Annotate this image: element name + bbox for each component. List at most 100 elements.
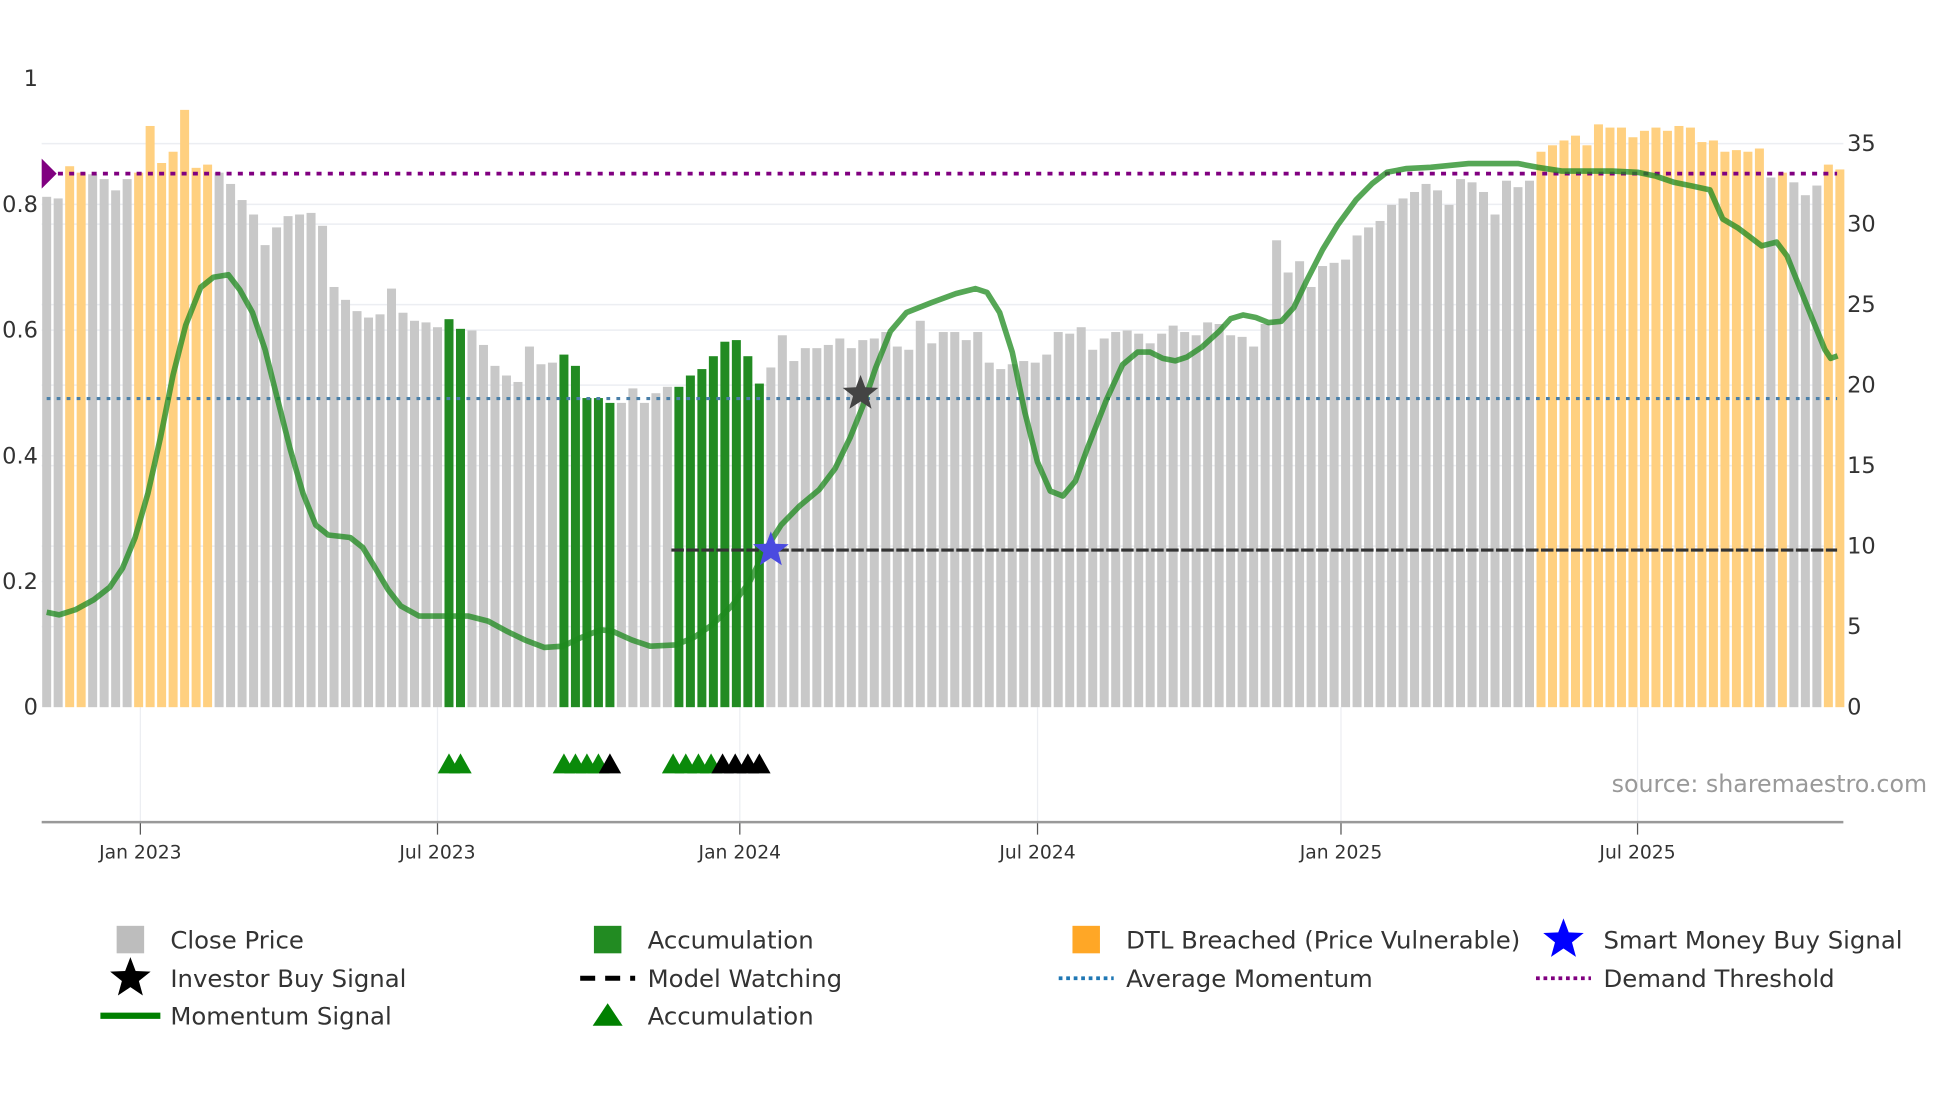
dtl-breached-bar <box>1720 151 1730 708</box>
left-tick-label: 0.2 <box>2 569 38 595</box>
close-price-bar <box>1375 220 1385 708</box>
close-price-bar <box>1260 324 1270 708</box>
close-price-bar <box>1456 179 1466 708</box>
legend-label: Close Price <box>170 925 304 954</box>
close-price-bar <box>1226 335 1236 708</box>
dtl-breached-bar <box>134 172 144 708</box>
dtl-breached-bar <box>1754 148 1764 708</box>
right-tick-label: 25 <box>1847 292 1876 318</box>
legend-item[interactable]: Close Price <box>116 925 304 954</box>
close-price-bar <box>260 245 270 708</box>
close-price-bar <box>1295 261 1305 708</box>
close-price-bar <box>1214 324 1224 708</box>
close-price-bar <box>1019 361 1029 708</box>
legend: Close Price Accumulation DTL Breached (Pri… <box>100 918 1903 1031</box>
dtl-breached-bar <box>1674 125 1684 708</box>
close-price-bar <box>846 348 856 708</box>
legend-label: Model Watching <box>648 964 842 993</box>
close-price-bar <box>915 320 925 708</box>
close-price-bar <box>99 179 109 708</box>
close-price-bar <box>1180 332 1190 708</box>
close-price-bar <box>1490 214 1500 708</box>
close-price-bar <box>478 344 488 708</box>
close-price-bar <box>513 381 523 708</box>
close-price-bar <box>1030 362 1040 708</box>
legend-item[interactable]: Demand Threshold <box>1535 964 1835 993</box>
legend-item[interactable]: DTL Breached (Price Vulnerable) <box>1072 925 1520 954</box>
dtl-breached-bar <box>1743 151 1753 708</box>
dtl-breached-bar <box>1536 151 1546 708</box>
close-price-bar <box>1766 177 1776 708</box>
legend-swatch-icon <box>116 925 145 954</box>
close-price-bar <box>1525 180 1534 708</box>
dtl-breached-bar <box>1651 127 1661 708</box>
close-price-bar <box>547 362 557 708</box>
legend-item[interactable]: Accumulation <box>593 925 814 954</box>
close-price-bar <box>1065 333 1075 708</box>
close-price-bar <box>410 320 420 708</box>
close-price-bar <box>869 338 879 708</box>
legend-item[interactable]: Accumulation <box>592 1002 814 1031</box>
left-tick-label: 0.4 <box>2 443 38 469</box>
close-price-bar <box>1007 364 1017 708</box>
accumulation-bar <box>582 398 592 708</box>
legend-item[interactable]: Smart Money Buy Signal <box>1543 918 1903 957</box>
right-tick-label: 15 <box>1847 453 1876 479</box>
close-price-bar <box>938 332 948 708</box>
close-price-bar <box>1272 240 1282 708</box>
dtl-breached-bar <box>1685 127 1695 708</box>
dtl-breached-bar <box>1662 130 1672 708</box>
accumulation-bar <box>708 356 718 708</box>
close-price-bar <box>42 196 52 708</box>
close-price-bar <box>1789 182 1799 708</box>
close-price-bar <box>616 402 626 708</box>
close-price-bar <box>1364 227 1374 708</box>
legend-label: DTL Breached (Price Vulnerable) <box>1126 925 1520 954</box>
close-price-bar <box>352 311 362 708</box>
legend-item[interactable]: Investor Buy Signal <box>110 957 406 996</box>
dtl-breached-bar <box>1777 172 1787 708</box>
close-price-bar <box>823 344 833 708</box>
legend-label: Accumulation <box>648 925 814 954</box>
close-price-bar <box>375 314 385 708</box>
close-price-bar <box>858 340 868 708</box>
close-price-bar <box>789 361 799 708</box>
close-price-bar <box>1421 183 1431 708</box>
close-price-bar <box>214 172 224 708</box>
accumulation-bar <box>444 319 454 708</box>
legend-swatch-icon <box>593 925 622 954</box>
dtl-breached-bar <box>1570 135 1580 708</box>
dtl-breached-bar <box>76 172 86 708</box>
close-price-bar <box>1249 346 1259 708</box>
close-price-bar <box>398 312 408 708</box>
legend-item[interactable]: Average Momentum <box>1058 964 1373 993</box>
legend-swatch-icon <box>1072 925 1100 954</box>
reference-lines <box>46 160 1839 651</box>
legend-label: Average Momentum <box>1126 964 1373 993</box>
legend-item[interactable]: Model Watching <box>580 964 842 993</box>
x-tick-label: Jan 2025 <box>1299 842 1383 863</box>
close-price-bar <box>639 402 649 708</box>
legend-label: Accumulation <box>648 1002 814 1031</box>
x-tick-label: Jul 2025 <box>1598 842 1675 863</box>
close-price-bar <box>1352 235 1362 708</box>
legend-label: Smart Money Buy Signal <box>1603 925 1902 954</box>
legend-item[interactable]: Momentum Signal <box>100 1002 392 1031</box>
close-price-bar <box>1053 332 1063 708</box>
right-tick-label: 5 <box>1847 614 1861 640</box>
close-price-bar <box>800 348 810 708</box>
close-price-bar <box>1145 343 1155 708</box>
close-price-bar <box>249 214 259 708</box>
close-price-bar <box>1318 266 1328 708</box>
close-price-bar <box>432 327 442 708</box>
legend-label: Momentum Signal <box>170 1002 391 1031</box>
accumulation-bar <box>685 375 695 708</box>
right-tick-label: 10 <box>1847 534 1876 560</box>
dtl-breached-bar <box>1823 164 1833 708</box>
close-price-bar <box>1111 332 1121 708</box>
right-tick-label: 30 <box>1847 212 1876 238</box>
close-price-bar <box>1306 286 1316 708</box>
x-tick-label: Jul 2024 <box>998 842 1075 863</box>
